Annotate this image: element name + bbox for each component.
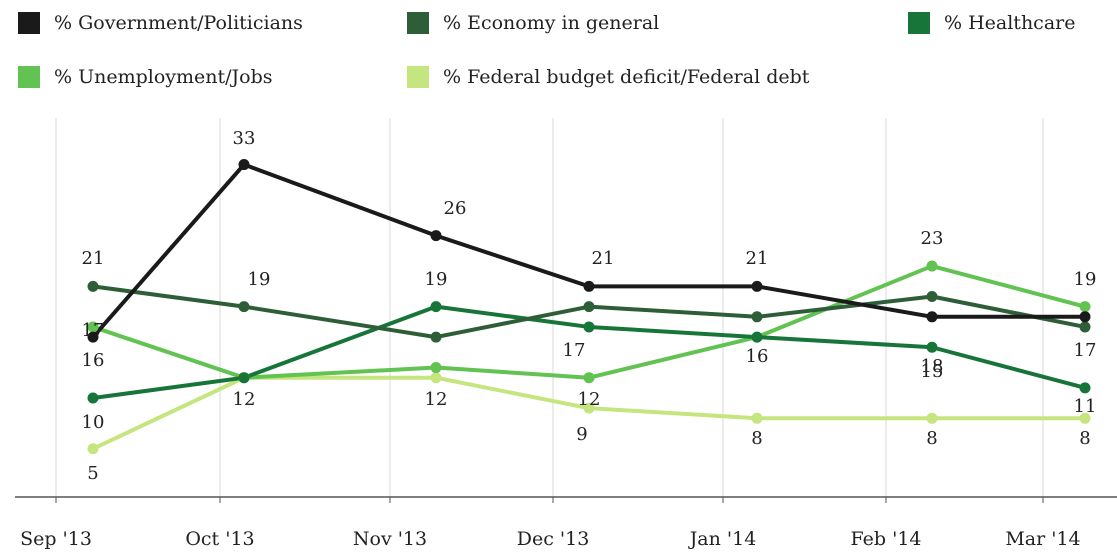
data-point: [926, 412, 938, 424]
data-label: 11: [1074, 396, 1097, 417]
series-line-healthcare: [91, 304, 1087, 400]
x-tick-label: Nov '13: [353, 528, 427, 550]
data-label: 21: [82, 248, 105, 269]
data-point: [926, 341, 938, 353]
legend-item-healthcare: % Healthcare: [944, 12, 1075, 34]
data-point: [1079, 382, 1091, 394]
data-label: 33: [233, 128, 256, 149]
data-point: [238, 372, 250, 384]
data-label: 17: [82, 320, 105, 341]
data-label: 15: [921, 361, 944, 382]
data-label: 10: [82, 412, 105, 433]
x-tick-label: Mar '14: [1005, 528, 1080, 550]
data-point: [926, 291, 938, 302]
data-label: 23: [921, 228, 944, 249]
data-point: [430, 331, 442, 343]
x-tick-label: Sep '13: [20, 528, 92, 550]
data-point: [926, 311, 938, 323]
data-point: [87, 392, 99, 404]
legend-swatch: [18, 66, 40, 88]
data-point: [430, 230, 442, 242]
x-tick-label: Oct '13: [185, 528, 254, 550]
data-label: 8: [926, 428, 937, 449]
x-tick-label: Jan '14: [688, 528, 757, 550]
data-label: 12: [578, 389, 601, 410]
data-label: 12: [233, 389, 256, 410]
data-point: [751, 311, 763, 323]
data-point: [583, 402, 595, 414]
data-label: 9: [576, 424, 587, 445]
data-point: [238, 301, 250, 313]
data-point: [583, 372, 595, 384]
data-label: 8: [1079, 428, 1090, 449]
data-labels: 16 33 26 21 21 18 21 19 17 10 19 17 15 11 17 12 12 16 23 19…: [82, 128, 1097, 484]
legend-item-unemployment-jobs: % Unemployment/Jobs: [54, 66, 273, 88]
legend-item-government-politicians: % Government/Politicians: [54, 12, 303, 34]
legend-item-economy-in-general: % Economy in general: [443, 12, 659, 34]
data-label: 21: [746, 248, 769, 269]
data-point: [583, 280, 595, 292]
data-label: 12: [425, 389, 448, 410]
data-label: 17: [563, 340, 586, 361]
data-label: 5: [87, 463, 98, 484]
data-point: [751, 331, 763, 343]
data-label: 19: [425, 269, 448, 290]
data-label: 21: [592, 248, 615, 269]
legend-item-federal-budget-deficit-federal-debt: % Federal budget deficit/Federal debt: [443, 66, 810, 88]
data-label: 8: [751, 428, 762, 449]
data-label: 16: [746, 346, 769, 367]
legend-swatch: [18, 12, 40, 34]
legend-swatch: [908, 12, 930, 34]
data-point: [430, 301, 442, 313]
data-label: 19: [1074, 269, 1097, 290]
data-point: [87, 331, 99, 343]
data-point: [430, 362, 442, 374]
data-point: [430, 372, 442, 384]
data-label: 26: [444, 198, 467, 219]
gridlines: [55, 118, 1044, 497]
data-label: 16: [82, 350, 105, 371]
data-point: [87, 280, 99, 292]
data-point: [751, 412, 763, 424]
data-point: [583, 301, 595, 313]
legend-swatch: [407, 12, 429, 34]
data-point: [1079, 311, 1091, 323]
legend-swatch: [407, 66, 429, 88]
data-label: 17: [1074, 340, 1097, 361]
x-tick-label: Feb '14: [851, 528, 922, 550]
data-point: [926, 260, 938, 272]
data-point: [1079, 412, 1091, 424]
data-label: 19: [248, 269, 271, 290]
legend: % Government/Politicians % Economy in gen…: [18, 12, 1075, 88]
data-point: [87, 443, 99, 455]
data-point: [583, 321, 595, 333]
data-point: [1079, 301, 1091, 313]
data-point: [751, 280, 763, 292]
data-label: 18: [921, 356, 944, 377]
x-tick-label: Dec '13: [517, 528, 590, 550]
data-point: [238, 159, 250, 171]
data-point: [87, 321, 99, 333]
series-points: [87, 159, 1091, 455]
data-point: [1079, 321, 1091, 333]
x-axis: Sep '13 Oct '13 Nov '13 Dec '13 Jan '14 Feb '…: [15, 496, 1117, 550]
